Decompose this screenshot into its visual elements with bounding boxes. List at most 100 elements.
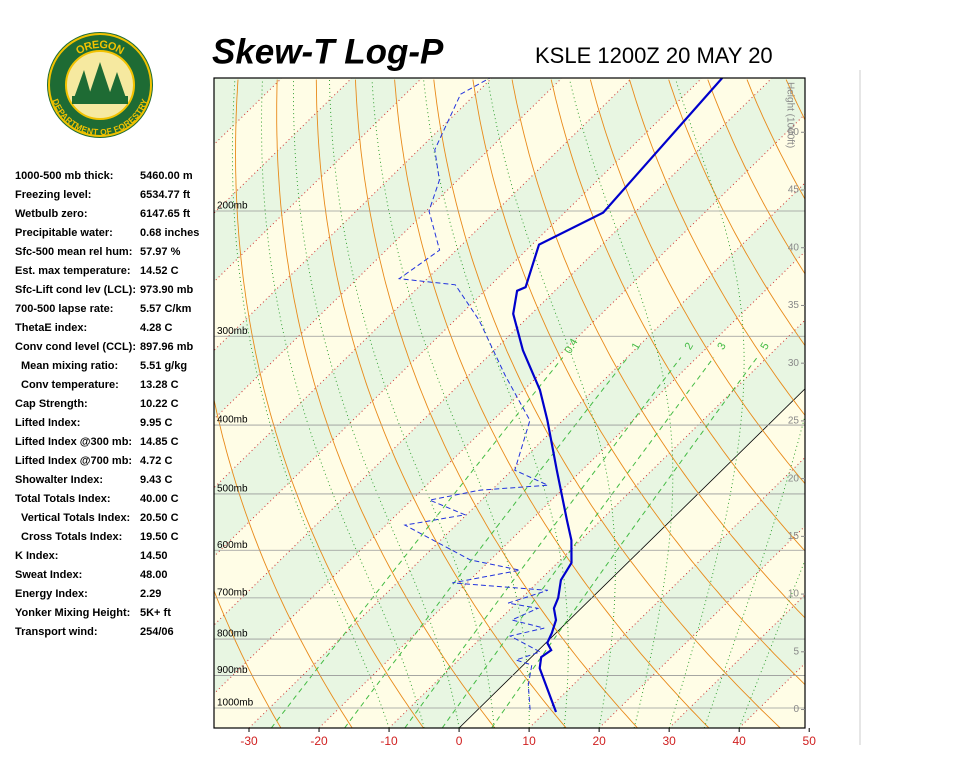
isotherm <box>214 78 703 558</box>
pressure-label: 900mb <box>217 665 248 676</box>
index-label: ThetaE index: <box>15 322 87 334</box>
index-value: 14.50 <box>140 550 168 562</box>
y2-tick-label: 15 <box>788 531 800 542</box>
index-value: 20.50 C <box>140 512 179 524</box>
logo-top: OREGON <box>74 39 126 58</box>
mixing-ratio-line <box>491 357 758 728</box>
index-label: Showalter Index: <box>15 474 103 486</box>
y2-tick-label: 50 <box>788 127 800 138</box>
dry-adiabat <box>315 79 567 728</box>
dry-adiabat <box>472 79 805 686</box>
dry-adiabat <box>355 79 638 728</box>
chart-title: Skew-T Log-P <box>212 32 444 71</box>
dry-adiabat <box>433 79 781 728</box>
moist-adiabat <box>738 559 805 728</box>
moist-adiabat <box>371 79 530 728</box>
moist-adiabat <box>293 79 460 728</box>
dry-adiabat <box>668 79 805 347</box>
index-value: 5460.00 m <box>140 170 193 182</box>
index-label: Conv temperature: <box>21 379 119 391</box>
pressure-label: 400mb <box>217 415 248 426</box>
y2-tick-label: 10 <box>788 589 800 600</box>
logo: OREGON DEPARTMENT OF FORESTRY <box>47 32 153 138</box>
pressure-label: 500mb <box>217 484 248 495</box>
pressure-label: 700mb <box>217 587 248 598</box>
pressure-label: 300mb <box>217 326 248 337</box>
index-label: Total Totals Index: <box>15 493 111 505</box>
y2-tick-label: 25 <box>788 416 800 427</box>
chart-subtitle: KSLE 1200Z 20 MAY 20 <box>535 43 773 68</box>
index-value: 973.90 mb <box>140 284 193 296</box>
mixing-ratio-line <box>270 357 564 728</box>
x-tick-label: 40 <box>732 734 746 748</box>
dry-adiabat <box>904 80 960 728</box>
dewpoint-line <box>397 78 549 710</box>
dry-adiabat <box>864 80 960 728</box>
index-label: Mean mixing ratio: <box>21 360 118 372</box>
dry-adiabat <box>707 79 805 275</box>
index-label: Vertical Totals Index: <box>21 512 130 524</box>
index-value: 4.28 C <box>140 322 172 334</box>
dry-adiabat <box>214 397 353 728</box>
index-value: 10.22 C <box>140 398 179 410</box>
index-value: 6147.65 ft <box>140 208 190 220</box>
isotherm <box>214 78 633 489</box>
index-label: Freezing level: <box>15 189 91 201</box>
indices: 1000-500 mb thick: 5460.00 m Freezing leve… <box>15 170 199 638</box>
band <box>214 78 282 145</box>
moist-adiabat <box>231 79 390 728</box>
isotherm <box>318 250 805 728</box>
index-value: 2.29 <box>140 588 161 600</box>
index-label: Lifted Index: <box>15 417 80 429</box>
plot-area: 0.4 1 2 3 5 <box>214 78 960 728</box>
index-label: K Index: <box>15 550 58 562</box>
moist-adiabat <box>569 79 674 728</box>
pressure-label: 600mb <box>217 540 248 551</box>
index-value: 19.50 C <box>140 531 179 543</box>
x-tick-label: 30 <box>662 734 676 748</box>
index-value: 0.68 inches <box>140 227 199 239</box>
index-value: 57.97 % <box>140 246 181 258</box>
x-tick-label: -20 <box>310 734 328 748</box>
index-label: Est. max temperature: <box>15 265 131 277</box>
y2-axis-label: Height (1000ft) <box>784 82 795 148</box>
index-value: 6534.77 ft <box>140 189 190 201</box>
y2-tick-label: 35 <box>788 300 800 311</box>
dry-adiabat <box>214 589 282 728</box>
moist-adiabat <box>668 79 745 728</box>
mixing-ratio-label: 3 <box>715 341 728 352</box>
index-label: Lifted Index @300 mb: <box>15 436 132 448</box>
y2-tick-label: 40 <box>788 242 800 253</box>
dry-adiabat <box>394 79 710 728</box>
index-label: Precipitable water: <box>15 227 113 239</box>
band <box>214 78 702 557</box>
dry-adiabat <box>550 79 805 552</box>
y2-tick-label: 45 <box>788 185 800 196</box>
index-value: 4.72 C <box>140 455 172 467</box>
x-tick-label: 0 <box>456 734 463 748</box>
band <box>249 182 805 728</box>
index-label: Sfc-Lift cond lev (LCL): <box>15 284 136 296</box>
index-value: 14.52 C <box>140 265 179 277</box>
pressure-label: 200mb <box>217 201 248 212</box>
isotherm <box>879 78 960 728</box>
mixing-ratio-line <box>344 357 629 728</box>
index-label: Cross Totals Index: <box>21 531 122 543</box>
mixing-ratio-label: 1 <box>630 341 643 352</box>
temperature-line <box>512 78 724 713</box>
index-label: Transport wind: <box>15 626 98 638</box>
x-tick-label: 50 <box>803 734 817 748</box>
dry-adiabat <box>629 79 805 417</box>
index-value: 5.51 g/kg <box>140 360 187 372</box>
band <box>809 78 960 728</box>
index-value: 254/06 <box>140 626 174 638</box>
dry-adiabat <box>825 80 960 728</box>
isotherm <box>214 78 563 420</box>
isotherm <box>388 319 805 728</box>
index-label: Sfc-500 mean rel hum: <box>15 246 132 258</box>
y2-tick-label: 0 <box>793 704 799 715</box>
y2-tick-label: 20 <box>788 473 800 484</box>
dry-adiabat <box>511 79 805 619</box>
moist-adiabat <box>423 79 569 728</box>
